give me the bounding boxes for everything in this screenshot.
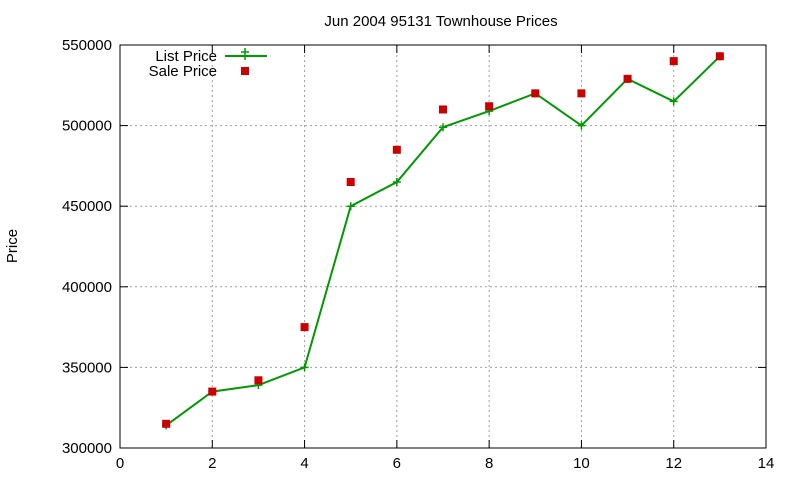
plot-frame (119, 44, 767, 449)
list-price-point (439, 123, 447, 132)
grid-lines (120, 45, 766, 448)
sale-price-point (439, 105, 447, 114)
x-tick-label: 8 (485, 455, 493, 472)
sale-price-point (669, 57, 678, 66)
x-tick-label: 6 (393, 455, 401, 472)
y-tick-label: 400000 (62, 279, 112, 296)
sale-price-point (392, 145, 401, 154)
data-series (162, 52, 724, 430)
sale-price-point (346, 178, 355, 187)
y-axis-label: Price (4, 229, 21, 263)
list-price-point (392, 178, 401, 187)
legend-list-price-marker (241, 48, 249, 60)
x-tick-label: 4 (300, 455, 308, 472)
sale-price-point (162, 419, 171, 428)
list-price-point (669, 97, 678, 106)
list-price-point (577, 121, 586, 130)
sale-price-point (254, 376, 263, 385)
sale-price-point (715, 52, 724, 61)
legend: List Price Sale Price (149, 48, 267, 80)
sale-price-point (531, 89, 540, 98)
chart-title: Jun 2004 95131 Townhouse Prices (324, 13, 557, 30)
y-tick-label: 300000 (62, 440, 112, 457)
sale-price-point (623, 74, 632, 83)
x-tick-label: 10 (573, 455, 590, 472)
sale-price-point (485, 102, 494, 111)
y-tick-label: 550000 (62, 37, 112, 54)
x-tick-label: 2 (208, 455, 216, 472)
y-tick-label: 350000 (62, 359, 112, 376)
legend-sale-price-marker (241, 67, 249, 75)
sale-price-point (577, 89, 586, 98)
axis-ticks: 0 2 4 6 8 10 12 14 300000 350000 400000 450000 50000… (62, 37, 774, 472)
x-tick-label: 12 (665, 455, 682, 472)
y-tick-label: 450000 (62, 198, 112, 215)
legend-list-price-label: List Price (155, 48, 217, 65)
sale-price-point (208, 387, 217, 396)
sale-price-point (300, 323, 309, 332)
list-price-point (346, 202, 355, 211)
x-tick-label: 14 (758, 455, 775, 472)
list-price-point (300, 363, 309, 372)
x-tick-label: 0 (116, 455, 124, 472)
legend-sale-price-label: Sale Price (149, 63, 217, 80)
y-tick-label: 500000 (62, 118, 112, 135)
